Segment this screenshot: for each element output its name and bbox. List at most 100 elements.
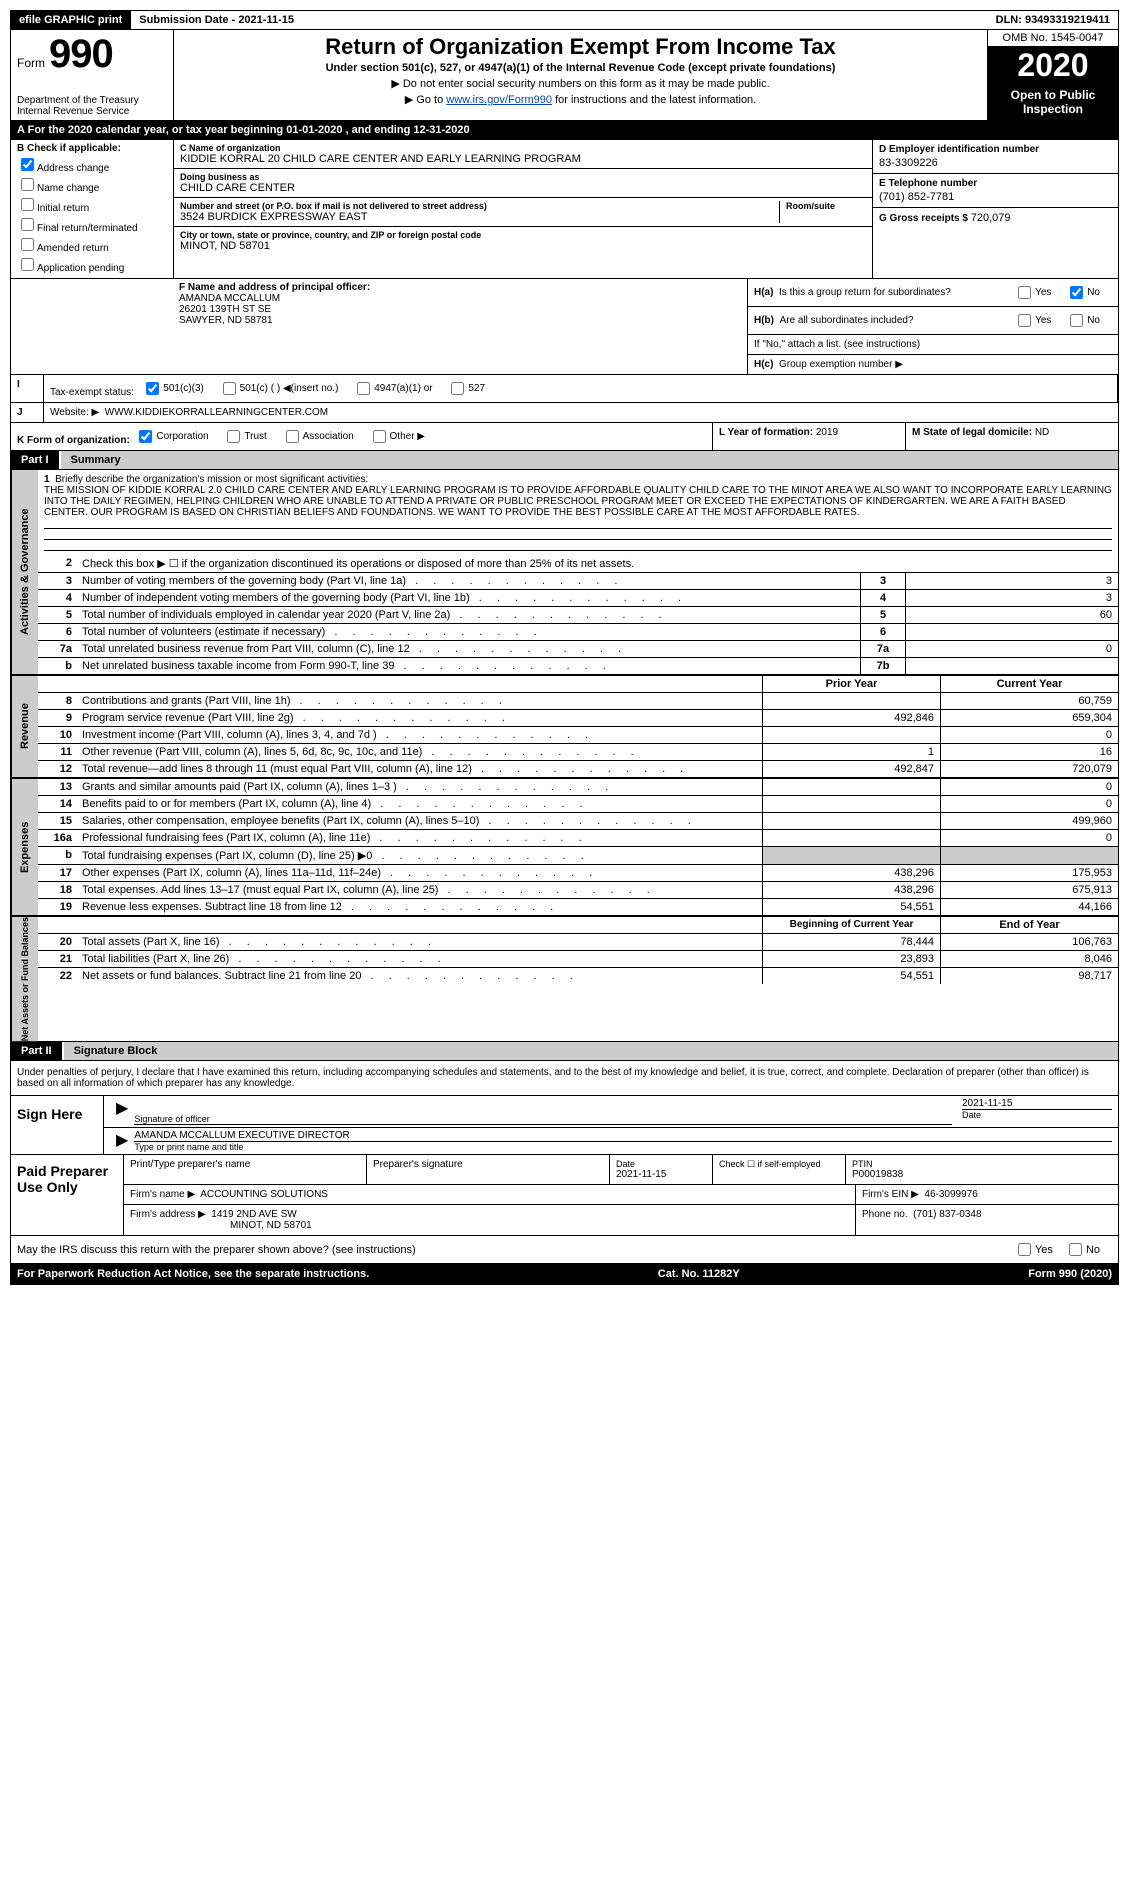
data-line: 15Salaries, other compensation, employee… [38, 813, 1118, 830]
arrow-icon: ▶ [110, 1098, 134, 1125]
section-h: H(a) Is this a group return for subordin… [748, 279, 1118, 374]
right-info: D Employer identification number 83-3309… [873, 140, 1118, 278]
phone: (701) 852-7781 [879, 191, 1112, 203]
gov-line: 5Total number of individuals employed in… [38, 607, 1118, 624]
gov-line: 2Check this box ▶ ☐ if the organization … [38, 555, 1118, 573]
form-header: Form 990 Department of the Treasury Inte… [10, 30, 1119, 121]
header-left: Form 990 Department of the Treasury Inte… [11, 30, 174, 120]
gov-line: 4Number of independent voting members of… [38, 590, 1118, 607]
cb-initial-return[interactable]: Initial return [17, 195, 167, 214]
prep-date: 2021-11-15 [616, 1169, 706, 1180]
street-address: 3524 BURDICK EXPRESSWAY EAST [180, 211, 773, 223]
prior-year-hdr: Prior Year [762, 676, 940, 692]
hb-yes[interactable]: Yes [1014, 311, 1051, 330]
part1-header: Part I Summary [10, 451, 1119, 470]
hb-no[interactable]: No [1066, 311, 1100, 330]
data-line: 19Revenue less expenses. Subtract line 1… [38, 899, 1118, 915]
officer-name: AMANDA MCCALLUM [179, 293, 741, 304]
sidebar-revenue: Revenue [11, 676, 38, 777]
data-line: 11Other revenue (Part VIII, column (A), … [38, 744, 1118, 761]
irs-link[interactable]: www.irs.gov/Form990 [446, 94, 552, 106]
data-line: bTotal fundraising expenses (Part IX, co… [38, 847, 1118, 865]
data-line: 8Contributions and grants (Part VIII, li… [38, 693, 1118, 710]
tax-year: 2020 [988, 47, 1118, 84]
form-subtitle: Under section 501(c), 527, or 4947(a)(1)… [182, 62, 979, 74]
tax-status-row: I Tax-exempt status: 501(c)(3) 501(c) ( … [10, 375, 1119, 403]
cb-501c[interactable]: 501(c) ( ) ◀(insert no.) [219, 379, 339, 398]
discuss-yes[interactable]: Yes [1014, 1240, 1053, 1259]
data-line: 9Program service revenue (Part VIII, lin… [38, 710, 1118, 727]
submission-date: Submission Date - 2021-11-15 [130, 11, 302, 29]
data-line: 17Other expenses (Part IX, column (A), l… [38, 865, 1118, 882]
ein: 83-3309226 [879, 157, 1112, 169]
open-inspection: Open to Public Inspection [988, 84, 1118, 120]
declaration: Under penalties of perjury, I declare th… [11, 1061, 1118, 1095]
cb-amended[interactable]: Amended return [17, 235, 167, 254]
form-note2: Go to www.irs.gov/Form990 for instructio… [182, 93, 979, 106]
arrow-icon: ▶ [110, 1130, 134, 1152]
footer: For Paperwork Reduction Act Notice, see … [10, 1264, 1119, 1285]
sidebar-net: Net Assets or Fund Balances [11, 917, 38, 1041]
city-state-zip: MINOT, ND 58701 [180, 240, 866, 252]
cb-4947[interactable]: 4947(a)(1) or [353, 379, 432, 398]
gov-line: 6Total number of volunteers (estimate if… [38, 624, 1118, 641]
paid-preparer-label: Paid Preparer Use Only [11, 1155, 124, 1235]
firm-city: MINOT, ND 58701 [230, 1220, 312, 1231]
cb-other[interactable]: Other ▶ [369, 427, 425, 446]
ha-yes[interactable]: Yes [1014, 283, 1051, 302]
state-domicile: ND [1035, 427, 1049, 438]
discuss-row: May the IRS discuss this return with the… [10, 1236, 1119, 1264]
dept-treasury: Department of the Treasury Internal Reve… [17, 95, 167, 117]
ptin: P00019838 [852, 1169, 1112, 1180]
cb-app-pending[interactable]: Application pending [17, 255, 167, 274]
period-strip: A For the 2020 calendar year, or tax yea… [10, 121, 1119, 140]
firm-phone: (701) 837-0348 [913, 1209, 981, 1220]
website-row: J Website: ▶ WWW.KIDDIEKORRALLEARNINGCEN… [10, 403, 1119, 423]
data-line: 21Total liabilities (Part X, line 26)23,… [38, 951, 1118, 968]
sig-date: 2021-11-15 [962, 1098, 1112, 1110]
section-c: C Name of organization KIDDIE KORRAL 20 … [174, 140, 873, 278]
cb-corp[interactable]: Corporation [135, 427, 208, 446]
dln: DLN: 93493319219411 [988, 11, 1118, 29]
end-year-hdr: End of Year [940, 917, 1118, 933]
data-line: 16aProfessional fundraising fees (Part I… [38, 830, 1118, 847]
mission-block: 1 Briefly describe the organization's mi… [38, 470, 1118, 555]
firm-ein: 46-3099976 [924, 1189, 977, 1200]
info-row: B Check if applicable: Address change Na… [10, 140, 1119, 279]
cb-assoc[interactable]: Association [282, 427, 354, 446]
signature-block: Under penalties of perjury, I declare th… [10, 1061, 1119, 1236]
form-title: Return of Organization Exempt From Incom… [182, 34, 979, 60]
header-right: OMB No. 1545-0047 2020 Open to Public In… [988, 30, 1118, 120]
data-line: 22Net assets or fund balances. Subtract … [38, 968, 1118, 984]
cb-final-return[interactable]: Final return/terminated [17, 215, 167, 234]
cb-501c3[interactable]: 501(c)(3) [142, 379, 204, 398]
klm-row: K Form of organization: Corporation Trus… [10, 423, 1119, 451]
sidebar-expenses: Expenses [11, 779, 38, 915]
officer-name-title: AMANDA MCCALLUM EXECUTIVE DIRECTOR [134, 1130, 1112, 1142]
gov-line: bNet unrelated business taxable income f… [38, 658, 1118, 674]
dba: CHILD CARE CENTER [180, 182, 866, 194]
data-line: 20Total assets (Part X, line 16)78,44410… [38, 934, 1118, 951]
org-name: KIDDIE KORRAL 20 CHILD CARE CENTER AND E… [180, 153, 866, 165]
section-b: B Check if applicable: Address change Na… [11, 140, 174, 278]
cb-trust[interactable]: Trust [223, 427, 266, 446]
form-word: Form [17, 56, 45, 70]
cb-name-change[interactable]: Name change [17, 175, 167, 194]
data-line: 14Benefits paid to or for members (Part … [38, 796, 1118, 813]
cb-address-change[interactable]: Address change [17, 155, 167, 174]
mission-text: THE MISSION OF KIDDIE KORRAL 2.0 CHILD C… [44, 485, 1112, 518]
officer-addr1: 26201 139TH ST SE [179, 304, 741, 315]
begin-year-hdr: Beginning of Current Year [762, 917, 940, 933]
ha-no[interactable]: No [1066, 283, 1100, 302]
discuss-no[interactable]: No [1065, 1240, 1100, 1259]
cb-527[interactable]: 527 [447, 379, 485, 398]
form-note1: Do not enter social security numbers on … [182, 77, 979, 90]
year-formation: 2019 [816, 427, 838, 438]
form-number: 990 [49, 32, 113, 77]
firm-name: ACCOUNTING SOLUTIONS [200, 1189, 328, 1200]
gross-receipts: 720,079 [971, 212, 1011, 224]
data-line: 18Total expenses. Add lines 13–17 (must … [38, 882, 1118, 899]
efile-label: efile GRAPHIC print [11, 11, 130, 29]
header-mid: Return of Organization Exempt From Incom… [174, 30, 988, 120]
website: WWW.KIDDIEKORRALLEARNINGCENTER.COM [105, 407, 328, 418]
